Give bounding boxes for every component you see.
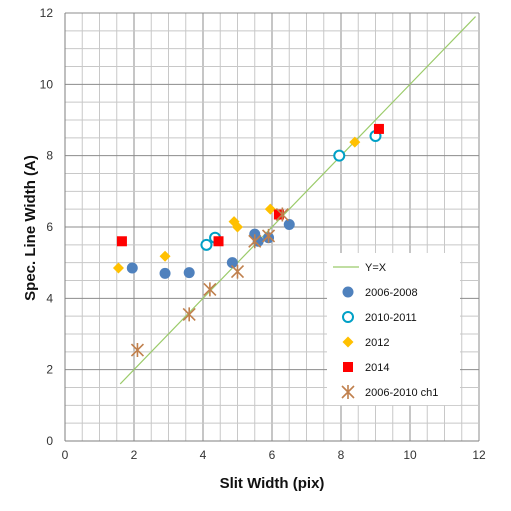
y-tick-label: 4 [46, 291, 53, 305]
data-point [116, 236, 127, 247]
legend-label: 2010-2011 [365, 312, 417, 324]
x-tick-label: 2 [131, 448, 138, 462]
data-point [248, 234, 262, 249]
data-point [112, 262, 124, 274]
x-axis-title: Slit Width (pix) [220, 475, 325, 492]
data-point [275, 207, 289, 222]
legend-label: 2006-2010 ch1 [365, 387, 438, 399]
reference-line [119, 16, 476, 385]
legend-label: 2014 [365, 362, 389, 374]
legend: Y=X 2006-2008 2010-2011 2012 2014 2006-2010 c… [327, 253, 460, 405]
x-tick-label: 6 [269, 448, 276, 462]
legend-box [327, 253, 460, 405]
data-point [183, 267, 195, 279]
legend-label: Y=X [365, 262, 387, 274]
data-point [264, 203, 276, 215]
data-point [130, 343, 145, 358]
legend-entry: 2014 [343, 362, 389, 374]
data-point [373, 123, 384, 134]
series-3 [112, 136, 361, 274]
data-point [159, 250, 171, 262]
legend-swatch [342, 286, 354, 298]
x-tick-label: 10 [403, 448, 417, 462]
series-4 [116, 123, 384, 247]
y-axis-title: Spec. Line Width (A) [22, 155, 39, 301]
legend-entry: 2006-2008 [342, 286, 418, 299]
y-tick-label: 8 [46, 149, 53, 163]
axis-layer: 0 2 4 6 8 10 12 0 2 4 6 8 10 12 [40, 6, 486, 462]
data-point [230, 264, 245, 279]
data-point [203, 282, 217, 297]
series-0 [119, 16, 476, 385]
legend-swatch [341, 385, 355, 399]
x-tick-label: 4 [200, 448, 207, 462]
y-tick-label: 12 [40, 6, 54, 20]
data-point [159, 267, 171, 279]
data-point [182, 307, 196, 322]
series-5 [130, 207, 289, 358]
y-tick-label: 6 [46, 220, 53, 234]
legend-entry: 2010-2011 [342, 311, 417, 324]
legend-label: 2012 [365, 337, 389, 349]
data-point [232, 221, 243, 233]
legend-swatch [343, 362, 353, 372]
legend-swatch [342, 311, 354, 323]
data-point [283, 219, 295, 231]
y-tick-label: 10 [40, 77, 54, 91]
data-point [273, 209, 284, 220]
legend-label: 2006-2008 [365, 287, 418, 299]
legend-entry: 2012 [342, 336, 389, 349]
x-tick-label: 0 [62, 448, 69, 462]
data-point [226, 257, 238, 269]
series-1 [126, 219, 295, 279]
data-point [261, 228, 276, 243]
data-point [200, 238, 213, 251]
y-tick-label: 2 [46, 363, 53, 377]
x-tick-label: 12 [472, 448, 486, 462]
data-point [213, 236, 224, 247]
legend-entry: Y=X [333, 262, 387, 274]
data-point [333, 149, 346, 162]
x-tick-label: 8 [338, 448, 345, 462]
series-layer [112, 16, 476, 385]
legend-entry: 2006-2010 ch1 [341, 385, 438, 399]
data-point [349, 136, 361, 148]
data-point [126, 262, 138, 274]
legend-swatch [342, 336, 354, 348]
y-tick-label: 0 [46, 434, 53, 448]
